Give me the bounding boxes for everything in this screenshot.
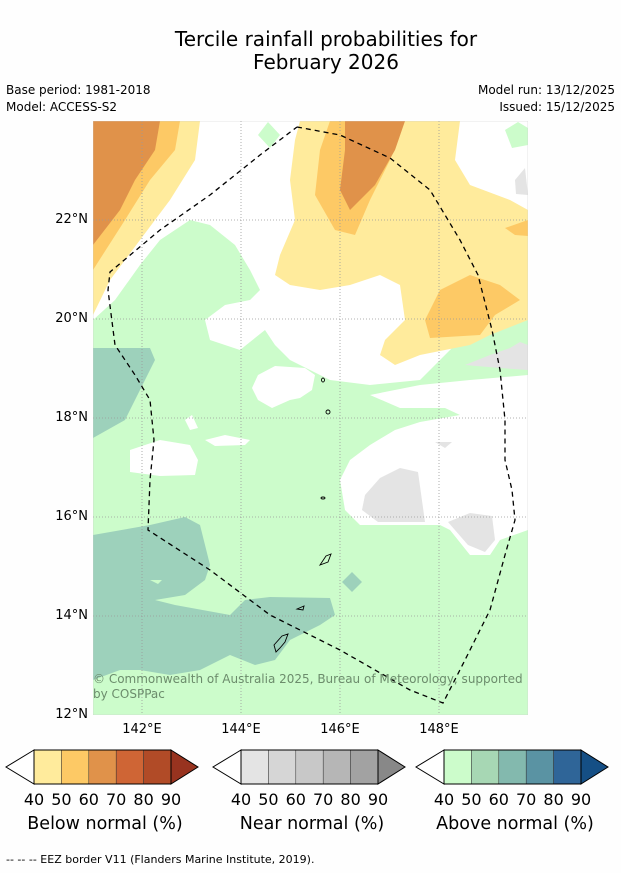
colorbar-frame [33, 749, 172, 785]
colorbar-over-arrow [170, 749, 199, 785]
colorbar-segment [143, 749, 172, 785]
lat-label: 14°N [55, 608, 88, 623]
colorbar-tick-label: 90 [367, 790, 389, 809]
lon-label: 144°E [221, 722, 261, 737]
colorbar-segment [322, 749, 351, 785]
figure-title: Tercile rainfall probabilities for Febru… [0, 28, 621, 74]
lon-label: 148°E [419, 722, 459, 737]
colorbar-scale [5, 749, 199, 785]
lat-label: 20°N [55, 311, 88, 326]
graticule [93, 121, 528, 715]
lat-label: 16°N [55, 509, 88, 524]
colorbar-below-normal: 40 50 60 70 80 90 Below normal (%) [5, 748, 205, 848]
issued-date: Issued: 15/12/2025 [499, 100, 615, 114]
colorbar-tick-label: 60 [488, 790, 509, 809]
colorbar-segment [295, 749, 324, 785]
colorbar-tick-label: 90 [570, 790, 592, 809]
colorbar-tick-label: 50 [51, 790, 72, 809]
eez-footnote: -- -- -- EEZ border V11 (Flanders Marine… [6, 853, 315, 866]
colorbar-tick-label: 70 [106, 790, 127, 809]
colorbar-under-arrow [212, 749, 242, 785]
colorbar-tick-label: 60 [285, 790, 306, 809]
lat-label: 12°N [55, 707, 88, 722]
colorbar-title: Above normal (%) [436, 814, 594, 834]
eez-border [107, 126, 516, 704]
colorbar-segment [471, 749, 500, 785]
colorbar-segment [33, 749, 62, 785]
copyright-credit: © Commonwealth of Australia 2025, Bureau… [93, 672, 523, 701]
colorbar-segment [553, 749, 582, 785]
colorbar-title: Below normal (%) [27, 814, 183, 834]
colorbar-over-arrow [377, 749, 406, 785]
colorbar-tick-label: 60 [78, 790, 99, 809]
colorbar-tick-label: 40 [230, 790, 252, 809]
colorbar-tick-label: 70 [313, 790, 334, 809]
islands [273, 377, 332, 653]
colorbar-under-arrow [5, 749, 35, 785]
colorbar-tick-label: 80 [133, 790, 154, 809]
title-line-1: Tercile rainfall probabilities for [174, 27, 478, 51]
colorbar-segment [61, 749, 90, 785]
lon-label: 142°E [122, 722, 162, 737]
colorbar-over-arrow [580, 749, 609, 785]
colorbar-near-normal: 40 50 60 70 80 90 Near normal (%) [212, 748, 412, 848]
colorbar-tick-label: 90 [160, 790, 182, 809]
colorbar-tick-label: 70 [516, 790, 537, 809]
colorbar-tick-label: 50 [461, 790, 482, 809]
rainfall-map [93, 121, 528, 715]
colorbar-scale [415, 749, 609, 785]
colorbar-segment [240, 749, 269, 785]
colorbar-segment [350, 749, 379, 785]
colorbar-tick-label: 80 [340, 790, 361, 809]
lon-label: 146°E [320, 722, 360, 737]
colorbar-title: Near normal (%) [239, 814, 385, 834]
base-period: Base period: 1981-2018 [6, 83, 151, 97]
colorbar-under-arrow [415, 749, 445, 785]
colorbar-segment [115, 749, 144, 785]
colorbar-segment [443, 749, 472, 785]
colorbar-tick-label: 40 [433, 790, 455, 809]
colorbar-segment [525, 749, 554, 785]
lat-label: 22°N [55, 212, 88, 227]
colorbar-segment [268, 749, 297, 785]
colorbar-frame [443, 749, 582, 785]
colorbar-tick-label: 80 [543, 790, 564, 809]
colorbar-frame [240, 749, 379, 785]
colorbar-above-normal: 40 50 60 70 80 90 Above normal (%) [415, 748, 615, 848]
colorbar-tick-label: 40 [23, 790, 45, 809]
model-name: Model: ACCESS-S2 [6, 100, 118, 114]
colorbar-segment [498, 749, 527, 785]
model-run: Model run: 13/12/2025 [477, 83, 615, 97]
colorbar-tick-label: 50 [258, 790, 279, 809]
lat-label: 18°N [55, 410, 88, 425]
colorbar-scale [212, 749, 406, 785]
colorbar-segment [88, 749, 117, 785]
title-line-2: February 2026 [253, 50, 399, 74]
